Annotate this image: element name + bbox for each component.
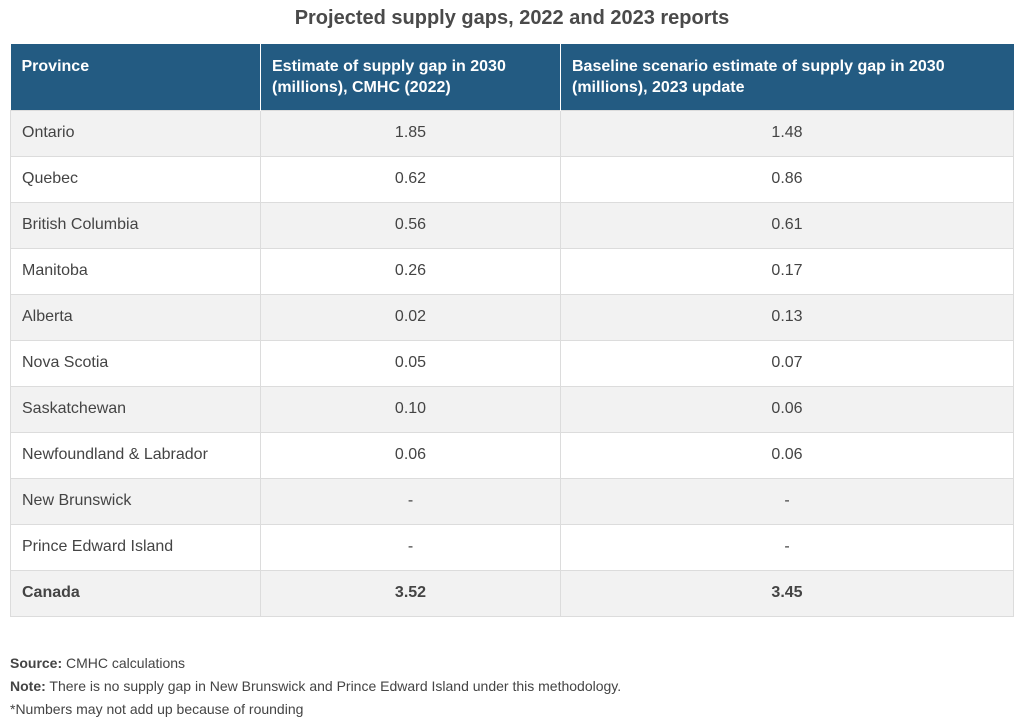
table-row: Saskatchewan 0.10 0.06 bbox=[10, 385, 1014, 433]
table-row: Quebec 0.62 0.86 bbox=[10, 155, 1014, 203]
total-gap-2022-cell: 3.52 bbox=[260, 569, 561, 617]
gap-2023-cell: 0.86 bbox=[560, 155, 1014, 203]
note-label: Note: bbox=[10, 678, 46, 694]
province-cell: Manitoba bbox=[10, 247, 261, 295]
gap-2023-cell: 0.06 bbox=[560, 431, 1014, 479]
gap-2023-cell: 0.61 bbox=[560, 201, 1014, 249]
supply-gap-table: Province Estimate of supply gap in 2030 … bbox=[10, 44, 1014, 617]
gap-2023-cell: 0.13 bbox=[560, 293, 1014, 341]
table-row: New Brunswick - - bbox=[10, 477, 1014, 525]
gap-2023-cell: - bbox=[560, 477, 1014, 525]
source-label: Source: bbox=[10, 655, 63, 671]
total-label-cell: Canada bbox=[10, 569, 261, 617]
province-cell: British Columbia bbox=[10, 201, 261, 249]
table-total-row: Canada 3.52 3.45 bbox=[10, 569, 1014, 617]
province-cell: Newfoundland & Labrador bbox=[10, 431, 261, 479]
gap-2022-cell: - bbox=[260, 477, 561, 525]
province-cell: New Brunswick bbox=[10, 477, 261, 525]
gap-2023-cell: 0.17 bbox=[560, 247, 1014, 295]
table-row: Manitoba 0.26 0.17 bbox=[10, 247, 1014, 295]
province-cell: Nova Scotia bbox=[10, 339, 261, 387]
table-row: Newfoundland & Labrador 0.06 0.06 bbox=[10, 431, 1014, 479]
source-text: CMHC calculations bbox=[66, 655, 186, 671]
gap-2022-cell: 0.62 bbox=[260, 155, 561, 203]
header-province: Province bbox=[10, 44, 261, 110]
table-row: Ontario 1.85 1.48 bbox=[10, 109, 1014, 157]
gap-2022-cell: 0.06 bbox=[260, 431, 561, 479]
rounding-note: *Numbers may not add up because of round… bbox=[10, 701, 304, 717]
table-title: Projected supply gaps, 2022 and 2023 rep… bbox=[294, 7, 730, 29]
gap-2022-cell: 0.05 bbox=[260, 339, 561, 387]
province-cell: Prince Edward Island bbox=[10, 523, 261, 571]
province-cell: Saskatchewan bbox=[10, 385, 261, 433]
table-row: Alberta 0.02 0.13 bbox=[10, 293, 1014, 341]
gap-2022-cell: 0.10 bbox=[260, 385, 561, 433]
gap-2022-cell: 0.26 bbox=[260, 247, 561, 295]
gap-2023-cell: 1.48 bbox=[560, 109, 1014, 157]
gap-2023-cell: - bbox=[560, 523, 1014, 571]
province-cell: Quebec bbox=[10, 155, 261, 203]
table-row: British Columbia 0.56 0.61 bbox=[10, 201, 1014, 249]
footnotes: Source: CMHC calculations Note: There is… bbox=[10, 652, 621, 721]
header-gap-2022: Estimate of supply gap in 2030 (millions… bbox=[260, 44, 561, 110]
table-header-row: Province Estimate of supply gap in 2030 … bbox=[10, 44, 1014, 110]
province-cell: Ontario bbox=[10, 109, 261, 157]
table-row: Nova Scotia 0.05 0.07 bbox=[10, 339, 1014, 387]
gap-2023-cell: 0.07 bbox=[560, 339, 1014, 387]
gap-2022-cell: 0.02 bbox=[260, 293, 561, 341]
gap-2023-cell: 0.06 bbox=[560, 385, 1014, 433]
methodology-note: Note: There is no supply gap in New Brun… bbox=[10, 675, 621, 698]
table-row: Prince Edward Island - - bbox=[10, 523, 1014, 571]
province-cell: Alberta bbox=[10, 293, 261, 341]
gap-2022-cell: - bbox=[260, 523, 561, 571]
gap-2022-cell: 0.56 bbox=[260, 201, 561, 249]
gap-2022-cell: 1.85 bbox=[260, 109, 561, 157]
header-gap-2023: Baseline scenario estimate of supply gap… bbox=[560, 44, 1014, 110]
total-gap-2023-cell: 3.45 bbox=[560, 569, 1014, 617]
note-text: There is no supply gap in New Brunswick … bbox=[49, 678, 622, 694]
source-note: Source: CMHC calculations bbox=[10, 652, 621, 675]
